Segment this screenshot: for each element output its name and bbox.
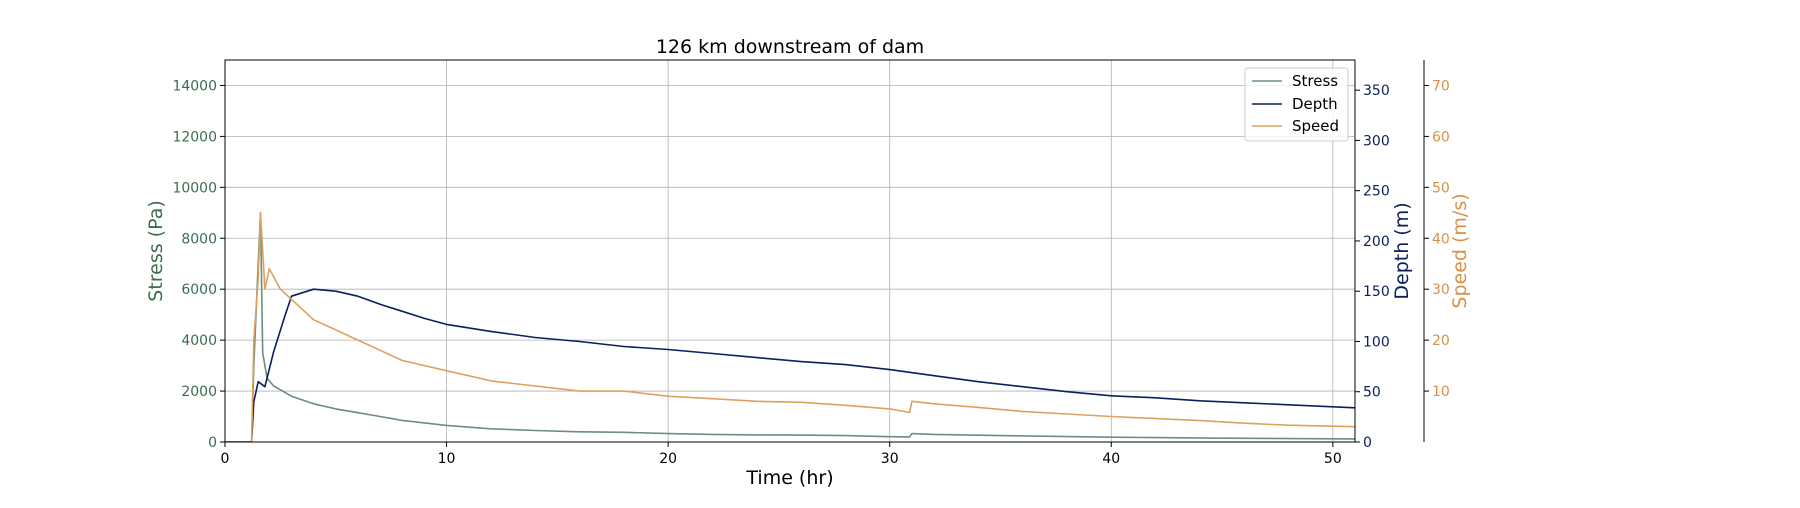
speed-tick-label: 40 [1432, 231, 1450, 247]
depth-tick-label: 250 [1363, 184, 1390, 200]
depth-tick-label: 50 [1363, 385, 1381, 401]
legend-label-stress: Stress [1292, 72, 1338, 90]
x-tick-label: 50 [1324, 451, 1342, 467]
speed-tick-label: 70 [1432, 78, 1450, 94]
stress-tick-label: 8000 [181, 231, 217, 247]
series-line-speed [225, 212, 1355, 442]
stress-tick-label: 6000 [181, 282, 217, 298]
depth-tick-label: 0 [1363, 435, 1372, 451]
depth-axis: 0 50 100 150 200 250 300 350 [1355, 83, 1390, 451]
stress-tick-label: 4000 [181, 333, 217, 349]
legend: Stress Depth Speed [1244, 67, 1349, 142]
x-tick-label: 40 [1102, 451, 1120, 467]
speed-axis: 10 20 30 40 50 60 70 [1423, 60, 1450, 442]
series-line-depth [225, 288, 1355, 442]
stress-axis: 0 2000 4000 6000 8000 10000 12000 14000 [172, 78, 225, 451]
speed-tick-label: 30 [1432, 282, 1450, 298]
depth-tick-label: 350 [1363, 83, 1390, 99]
x-axis: 0 10 20 30 40 50 [221, 442, 1342, 467]
series-line-stress [225, 212, 1355, 442]
depth-tick-label: 300 [1363, 133, 1390, 149]
plot-frame [224, 59, 1356, 443]
stress-tick-label: 10000 [172, 180, 217, 196]
stress-tick-label: 14000 [172, 78, 217, 94]
depth-tick-label: 200 [1363, 234, 1390, 250]
x-tick-label: 0 [221, 451, 230, 467]
series-layer [225, 212, 1355, 442]
stress-axis-label: Stress (Pa) [145, 200, 167, 302]
speed-axis-label: Speed (m/s) [1449, 193, 1471, 308]
depth-axis-label: Depth (m) [1391, 202, 1413, 299]
depth-tick-label: 100 [1363, 334, 1390, 350]
speed-tick-label: 20 [1432, 333, 1450, 349]
depth-tick-label: 150 [1363, 284, 1390, 300]
legend-label-speed: Speed [1292, 117, 1339, 135]
legend-label-depth: Depth [1292, 95, 1338, 113]
chart-title: 126 km downstream of dam [656, 36, 924, 58]
legend-box [1244, 67, 1349, 142]
grid-layer [224, 60, 1355, 443]
stress-tick-label: 0 [208, 435, 217, 451]
speed-tick-label: 50 [1432, 180, 1450, 196]
x-tick-label: 20 [659, 451, 677, 467]
x-tick-label: 10 [438, 451, 456, 467]
x-axis-label: Time (hr) [745, 467, 833, 489]
speed-tick-label: 10 [1432, 384, 1450, 400]
stress-tick-label: 2000 [181, 384, 217, 400]
x-tick-label: 30 [881, 451, 899, 467]
stress-tick-label: 12000 [172, 129, 217, 145]
speed-tick-label: 60 [1432, 129, 1450, 145]
